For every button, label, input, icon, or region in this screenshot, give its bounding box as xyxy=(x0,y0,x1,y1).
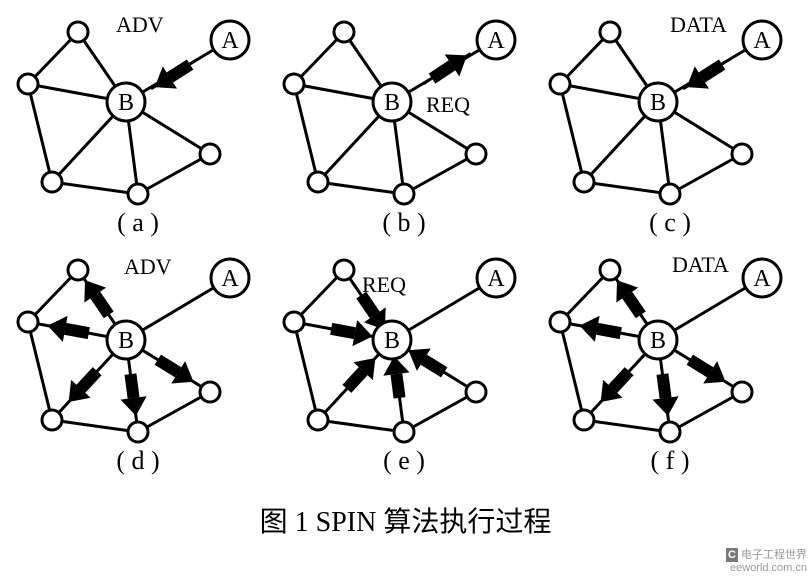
figure-caption: 图 1 SPIN 算法执行过程 xyxy=(260,500,552,540)
diagram-b: B A REQ xyxy=(274,4,532,214)
svg-text:A: A xyxy=(221,266,239,292)
svg-text:B: B xyxy=(384,328,400,354)
svg-text:A: A xyxy=(487,266,505,292)
panel-e: B A REQ ( e ) xyxy=(274,242,534,480)
panel-f: B A DATA ( f ) xyxy=(540,242,800,480)
panel-label-a: ( a ) xyxy=(117,208,159,238)
panel-label-b: ( b ) xyxy=(382,208,425,238)
svg-text:A: A xyxy=(753,28,771,54)
svg-text:B: B xyxy=(118,90,134,116)
svg-text:B: B xyxy=(650,328,666,354)
svg-text:REQ: REQ xyxy=(362,272,406,297)
svg-text:A: A xyxy=(753,266,771,292)
panel-label-d: ( d ) xyxy=(116,446,159,476)
panel-label-f: ( f ) xyxy=(651,446,690,476)
diagram-f: B A DATA xyxy=(540,242,798,452)
diagram-a: B A ADV xyxy=(8,4,266,214)
svg-text:A: A xyxy=(221,28,239,54)
panel-label-e: ( e ) xyxy=(383,446,425,476)
svg-text:DATA: DATA xyxy=(672,252,729,277)
svg-text:DATA: DATA xyxy=(670,12,727,37)
svg-text:B: B xyxy=(118,328,134,354)
panel-d: B A ADV ( d ) xyxy=(8,242,268,480)
diagram-d: B A ADV xyxy=(8,242,266,452)
svg-text:ADV: ADV xyxy=(116,12,164,37)
panel-b: B A REQ ( b ) xyxy=(274,4,534,242)
svg-text:ADV: ADV xyxy=(124,254,172,279)
panel-a: B A ADV ( a ) xyxy=(8,4,268,242)
panel-label-c: ( c ) xyxy=(649,208,691,238)
svg-text:A: A xyxy=(487,28,505,54)
watermark: C 电子工程世界 eeworld.com.cn xyxy=(726,548,807,574)
svg-text:B: B xyxy=(384,90,400,116)
svg-text:REQ: REQ xyxy=(426,92,470,117)
svg-text:B: B xyxy=(650,90,666,116)
panel-c: B A DATA ( c ) xyxy=(540,4,800,242)
diagram-e: B A REQ xyxy=(274,242,532,452)
diagram-c: B A DATA xyxy=(540,4,798,214)
